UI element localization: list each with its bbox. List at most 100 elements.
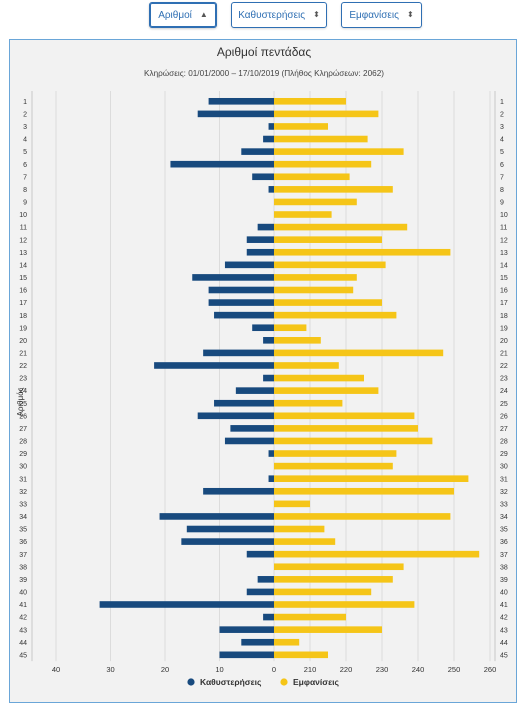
delay-bar: [263, 374, 274, 382]
right-category-label: 35: [500, 527, 508, 534]
appearance-bar: [274, 337, 321, 344]
x-tick-label: 230: [376, 665, 389, 674]
left-category-label: 12: [19, 237, 27, 244]
legend-label-delays: Καθυστερήσεις: [200, 677, 262, 687]
delay-bar: [268, 123, 274, 130]
delay-bar: [181, 538, 274, 545]
appearance-bar: [274, 324, 307, 332]
delay-bar: [241, 148, 274, 155]
right-category-label: 44: [500, 640, 508, 647]
right-category-label: 3: [500, 124, 504, 131]
right-category-label: 39: [500, 577, 508, 584]
delay-bar: [252, 173, 274, 181]
appearance-bar: [274, 399, 343, 407]
right-category-label: 45: [500, 652, 508, 659]
delay-bar: [170, 160, 274, 168]
delay-bar: [186, 525, 274, 533]
appearance-bar: [274, 198, 357, 206]
x-tick-label: 260: [484, 665, 497, 674]
appearance-bar: [274, 261, 386, 269]
left-category-label: 15: [19, 275, 27, 282]
left-category-label: 11: [20, 225, 27, 232]
legend-marker-appearances: [280, 678, 288, 686]
appearance-bar: [274, 550, 480, 558]
delays-dropdown-label: Καθυστερήσεις: [238, 9, 306, 21]
appearance-bar: [274, 110, 379, 118]
appearance-bar: [274, 487, 454, 495]
x-tick-label: 240: [412, 665, 425, 674]
left-category-label: 1: [23, 99, 27, 106]
sort-caret-icon: ⬍: [313, 10, 320, 19]
delay-bar: [203, 487, 274, 495]
delay-bar: [208, 286, 274, 294]
left-category-label: 37: [19, 552, 27, 559]
sort-caret-icon: ⬍: [406, 10, 414, 19]
right-category-label: 14: [500, 262, 508, 269]
left-category-label: 21: [19, 350, 27, 357]
right-category-label: 26: [500, 413, 508, 420]
delays-dropdown-button[interactable]: Καθυστερήσεις ⬍: [231, 2, 327, 28]
appearance-bar: [274, 538, 336, 545]
left-category-label: 14: [19, 262, 27, 269]
delay-bar: [235, 387, 274, 394]
right-category-label: 8: [500, 187, 504, 194]
delay-bar: [159, 513, 274, 520]
right-category-label: 36: [500, 539, 508, 546]
left-category-label: 6: [23, 162, 27, 169]
chart-subtitle: Κληρώσεις: 01/01/2000 – 17/10/2019 (Πλήθ…: [144, 69, 384, 78]
appearance-bar: [274, 160, 372, 168]
left-category-label: 26: [19, 413, 27, 420]
left-category-label: 43: [19, 627, 27, 634]
left-category-label: 39: [19, 577, 27, 584]
appearance-bar: [274, 651, 328, 659]
right-category-label: 29: [500, 451, 508, 458]
delay-bar: [268, 186, 274, 193]
appearance-bar: [274, 223, 408, 231]
left-category-label: 28: [19, 439, 27, 446]
appearance-bar: [274, 173, 350, 181]
appearance-bar: [274, 601, 415, 608]
appearance-bar: [274, 299, 382, 306]
delay-bar: [241, 638, 274, 646]
delay-bar: [208, 299, 274, 306]
right-category-label: 7: [500, 174, 504, 181]
left-category-label: 31: [19, 476, 27, 483]
appearance-bar: [274, 236, 382, 243]
delay-bar: [246, 248, 274, 256]
right-category-label: 38: [500, 564, 508, 571]
appearance-bar: [274, 412, 415, 420]
appearance-bar: [274, 475, 469, 482]
right-category-label: 4: [500, 137, 504, 144]
delay-bar: [257, 223, 274, 231]
delay-bar: [224, 261, 274, 269]
left-category-label: 41: [19, 602, 27, 609]
right-category-label: 31: [500, 476, 508, 483]
right-category-label: 22: [500, 363, 508, 370]
appearance-bar: [274, 437, 433, 445]
left-category-label: 29: [19, 451, 27, 458]
left-category-label: 22: [19, 363, 27, 370]
appearance-bar: [274, 462, 393, 470]
right-category-label: 9: [500, 200, 504, 207]
right-category-label: 34: [500, 514, 508, 521]
delay-bar: [208, 97, 274, 105]
appearances-dropdown-button[interactable]: Εμφανίσεις ⬍: [341, 2, 422, 28]
right-category-label: 10: [500, 212, 508, 219]
delay-bar: [197, 110, 274, 118]
left-category-label: 13: [19, 250, 27, 257]
left-category-label: 44: [19, 640, 27, 647]
right-category-label: 33: [500, 501, 508, 508]
numbers-dropdown-button[interactable]: Αριθμοί ▲: [149, 2, 217, 28]
appearance-bar: [274, 248, 451, 256]
bar-chart: Αριθμοί πεντάδας Κληρώσεις: 01/01/2000 – …: [16, 45, 508, 687]
right-category-label: 40: [500, 590, 508, 597]
appearance-bar: [274, 123, 328, 130]
chart-panel: Αριθμοί πεντάδας Κληρώσεις: 01/01/2000 – …: [9, 39, 517, 703]
legend-label-appearances: Εμφανίσεις: [293, 677, 339, 687]
appearance-bar: [274, 638, 300, 646]
delay-bar: [230, 425, 274, 432]
delay-bar: [246, 236, 274, 243]
right-category-label: 28: [500, 439, 508, 446]
delay-bar: [257, 576, 274, 583]
right-category-label: 15: [500, 275, 508, 282]
